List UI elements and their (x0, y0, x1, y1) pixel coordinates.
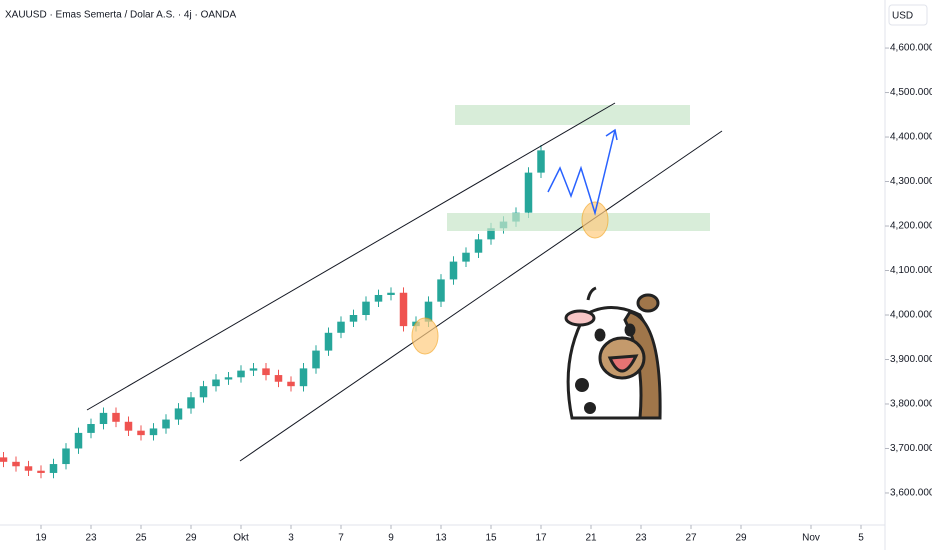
candle-body (199, 386, 208, 398)
candle-body (362, 301, 370, 315)
candle-body (462, 252, 470, 262)
candle-body (374, 294, 383, 302)
upper-trendline (86, 102, 616, 411)
candle-body (49, 464, 58, 473)
candle-body (249, 368, 258, 371)
candle-body (124, 421, 133, 431)
cow-mascot (564, 286, 662, 420)
candle-body (24, 466, 33, 471)
projection-arrowhead (605, 128, 618, 141)
x-tick-label: 27 (685, 533, 697, 544)
candle-body (212, 379, 220, 387)
candle-body (274, 375, 283, 382)
chart-title: XAUUSD · Emas Semerta / Dolar A.S. · 4j … (5, 10, 236, 21)
candle-body (524, 172, 533, 213)
y-tick-label: 4,300.000 (890, 176, 932, 187)
support-zone (447, 213, 710, 231)
candle-body (37, 470, 45, 473)
x-tick-label: 23 (85, 533, 97, 544)
candle-body (99, 412, 108, 425)
currency-box[interactable] (888, 4, 928, 26)
candle-body (424, 301, 433, 322)
candle-body (162, 419, 170, 429)
x-tick-label: Okt (233, 533, 249, 544)
y-tick-label: 3,800.000 (890, 399, 932, 410)
y-tick-label: 4,000.000 (890, 310, 932, 321)
y-tick-label: 3,700.000 (890, 443, 932, 454)
x-tick-label: 5 (858, 533, 864, 544)
candle-body (137, 430, 145, 436)
candle-body (87, 424, 95, 433)
candle-body (224, 377, 233, 380)
y-tick-label: 4,600.000 (890, 43, 932, 54)
candle-body (187, 397, 195, 409)
lower-trendline (239, 130, 723, 462)
currency-label: USD (892, 11, 913, 22)
candle-body (262, 368, 270, 376)
x-tick-label: 25 (135, 533, 147, 544)
candle-body (62, 448, 70, 465)
candle-body (299, 368, 308, 387)
candle-body (0, 457, 8, 462)
candle-body (349, 315, 358, 322)
y-tick-label: 3,900.000 (890, 354, 932, 365)
candle-body (387, 292, 395, 295)
x-tick-label: 9 (388, 533, 394, 544)
plot (0, 145, 545, 479)
x-tick-label: 19 (35, 533, 47, 544)
x-tick-label: 29 (735, 533, 747, 544)
y-tick-label: 3,600.000 (890, 488, 932, 499)
y-tick-label: 4,500.000 (890, 87, 932, 98)
candle-body (287, 381, 295, 387)
x-tick-label: 29 (185, 533, 197, 544)
candle-body (112, 412, 120, 422)
x-tick-label: 15 (485, 533, 497, 544)
candle-body (487, 228, 495, 240)
candle-body (337, 321, 345, 333)
y-tick-label: 4,400.000 (890, 132, 932, 143)
candle-body (399, 292, 408, 327)
candle-body (474, 239, 483, 253)
candle-body (12, 461, 20, 467)
x-tick-label: 17 (535, 533, 547, 544)
candle-body (437, 279, 445, 302)
x-tick-label: 7 (338, 533, 344, 544)
candle-body (74, 432, 83, 449)
candle-body (312, 350, 320, 369)
candle-body (149, 428, 158, 436)
y-tick-label: 4,100.000 (890, 265, 932, 276)
candle-body (237, 370, 245, 378)
x-tick-label: 21 (585, 533, 597, 544)
drawings (86, 102, 723, 462)
highlight-circle (581, 201, 609, 239)
x-tick-label: 23 (635, 533, 647, 544)
projection-path (547, 129, 616, 216)
candle-body (324, 332, 333, 351)
highlight-circle (411, 317, 439, 355)
candle-body (537, 150, 545, 173)
x-tick-label: 13 (435, 533, 447, 544)
x-tick-label: 3 (288, 533, 294, 544)
candle-body (174, 408, 183, 420)
x-tick-label: Nov (802, 533, 820, 544)
y-tick-label: 4,200.000 (890, 221, 932, 232)
target-zone (455, 105, 690, 125)
candle-body (449, 261, 458, 280)
